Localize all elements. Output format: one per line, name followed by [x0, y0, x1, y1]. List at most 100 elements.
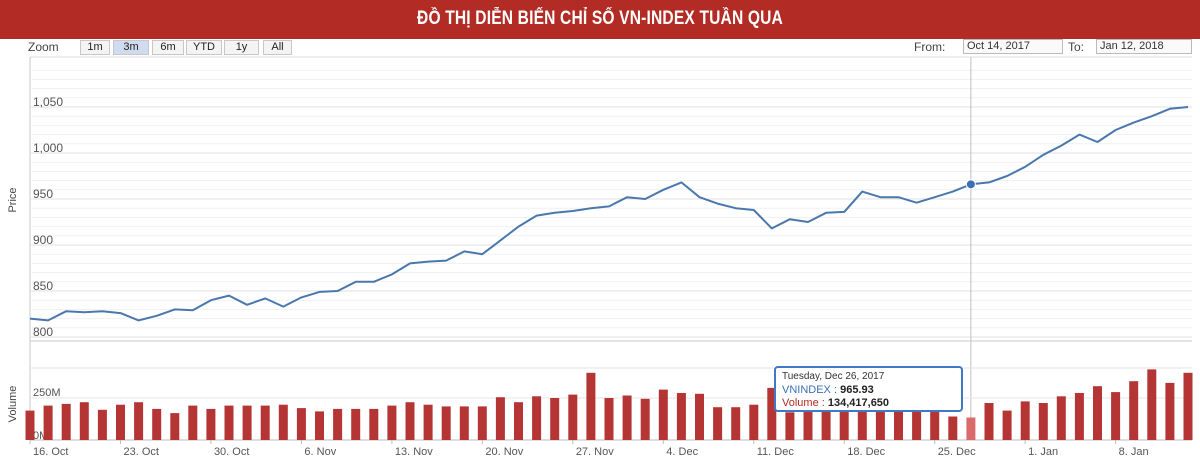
- zoom-button-3m[interactable]: 3m: [113, 40, 149, 55]
- tooltip-series-row: VNINDEX : 965.93: [782, 384, 874, 396]
- volume-bar: [152, 408, 162, 440]
- x-tick-label: 8. Jan: [1119, 446, 1149, 457]
- volume-bar: [550, 398, 560, 440]
- tooltip-volume-label: Volume :: [782, 397, 825, 409]
- x-tick-label: 11. Dec: [757, 446, 795, 457]
- x-tick-label: 1. Jan: [1028, 446, 1058, 457]
- volume-bar: [333, 408, 343, 440]
- volume-bar: [532, 396, 542, 440]
- zoom-button-6m[interactable]: 6m: [152, 40, 184, 55]
- volume-bar: [387, 405, 397, 440]
- volume-bar: [984, 403, 994, 440]
- volume-bar: [948, 416, 958, 440]
- volume-bar: [1129, 381, 1139, 440]
- tooltip-series-label: VNINDEX :: [782, 384, 838, 396]
- from-date-input[interactable]: Oct 14, 2017: [963, 39, 1063, 54]
- volume-bar: [477, 406, 487, 440]
- to-label: To:: [1068, 40, 1085, 54]
- volume-bar: [640, 398, 650, 440]
- x-tick-label: 25. Dec: [938, 446, 976, 457]
- volume-bar: [170, 413, 180, 440]
- volume-bar: [731, 407, 741, 440]
- volume-bar: [315, 411, 324, 440]
- zoom-button-1y[interactable]: 1y: [224, 40, 259, 55]
- volume-bar: [1002, 410, 1012, 440]
- price-tick-label: 850: [33, 279, 53, 293]
- volume-bar: [604, 398, 614, 440]
- volume-bar: [206, 408, 216, 440]
- x-tick-label: 13. Nov: [395, 446, 433, 457]
- vnindex-line: [29, 106, 1189, 322]
- volume-bar: [351, 408, 361, 440]
- volume-bar: [61, 403, 71, 440]
- price-tick-label: 950: [33, 187, 53, 201]
- to-date-input[interactable]: Jan 12, 2018: [1096, 39, 1192, 54]
- volume-bar: [912, 409, 922, 440]
- volume-bar: [839, 391, 849, 440]
- tooltip-date: Tuesday, Dec 26, 2017: [782, 371, 885, 382]
- volume-bar: [441, 406, 451, 440]
- volume-bar: [1056, 396, 1066, 440]
- volume-bar: [586, 372, 596, 440]
- price-tick-label: 900: [33, 233, 53, 247]
- volume-bar: [43, 405, 53, 440]
- volume-bar: [568, 394, 578, 440]
- volume-axis-title: Volume: [7, 386, 19, 423]
- volume-bar: [242, 405, 252, 440]
- volume-bar: [79, 402, 89, 440]
- volume-bar: [134, 402, 144, 440]
- volume-bar: [622, 395, 632, 440]
- volume-bar: [785, 412, 795, 440]
- volume-bar: [369, 408, 379, 440]
- tooltip-volume-value: 134,417,650: [827, 397, 890, 409]
- volume-bar: [116, 404, 125, 440]
- volume-bar: [767, 387, 777, 440]
- zoom-button-1m[interactable]: 1m: [80, 40, 110, 55]
- volume-bar: [514, 402, 523, 440]
- volume-bar: [495, 397, 505, 440]
- zoom-label: Zoom: [28, 40, 59, 54]
- volume-bar: [695, 393, 704, 440]
- price-tick-label: 1,000: [33, 141, 63, 155]
- x-tick-label: 18. Dec: [847, 446, 885, 457]
- volume-bar: [1111, 392, 1121, 440]
- volume-bar: [930, 409, 940, 440]
- x-tick-label: 23. Oct: [123, 446, 158, 457]
- volume-bar: [857, 393, 867, 440]
- volume-bar: [1165, 382, 1175, 440]
- volume-bar: [278, 404, 288, 440]
- volume-bar: [803, 407, 813, 440]
- x-tick-label: 27. Nov: [576, 446, 614, 457]
- volume-bar: [749, 404, 759, 440]
- x-tick-label: 4. Dec: [666, 446, 698, 457]
- from-label: From:: [914, 40, 946, 54]
- volume-bar: [894, 408, 903, 440]
- x-tick-label: 30. Oct: [214, 446, 249, 457]
- highlight-point: [965, 179, 976, 190]
- volume-bar: [1183, 372, 1193, 440]
- zoom-button-all[interactable]: All: [263, 40, 292, 55]
- tooltip-series-value: 965.93: [840, 384, 874, 396]
- volume-bar: [459, 406, 469, 440]
- volume-bar: [1147, 369, 1157, 440]
- price-tick-label: 800: [33, 325, 53, 339]
- volume-bar: [423, 404, 433, 440]
- volume-bar: [1020, 401, 1030, 440]
- volume-bar: [224, 405, 234, 440]
- volume-bar: [713, 407, 723, 440]
- volume-bar: [875, 401, 885, 440]
- volume-tick-label: 250M: [33, 387, 61, 399]
- volume-bar: [658, 389, 668, 440]
- volume-bar: [966, 417, 976, 440]
- banner-title: ĐỒ THỊ DIỄN BIẾN CHỈ SỐ VN-INDEX TUẦN QU…: [417, 8, 783, 29]
- tooltip-volume-row: Volume : 134,417,650: [782, 397, 889, 409]
- zoom-button-ytd[interactable]: YTD: [186, 40, 222, 55]
- volume-bar: [97, 409, 107, 440]
- price-axis-title: Price: [7, 187, 19, 212]
- x-tick-label: 6. Nov: [304, 446, 336, 457]
- x-tick-label: 20. Nov: [485, 446, 523, 457]
- volume-bar: [1074, 393, 1084, 440]
- header-banner: ĐỒ THỊ DIỄN BIẾN CHỈ SỐ VN-INDEX TUẦN QU…: [0, 0, 1200, 39]
- tooltip: Tuesday, Dec 26, 2017 VNINDEX : 965.93 V…: [774, 366, 963, 412]
